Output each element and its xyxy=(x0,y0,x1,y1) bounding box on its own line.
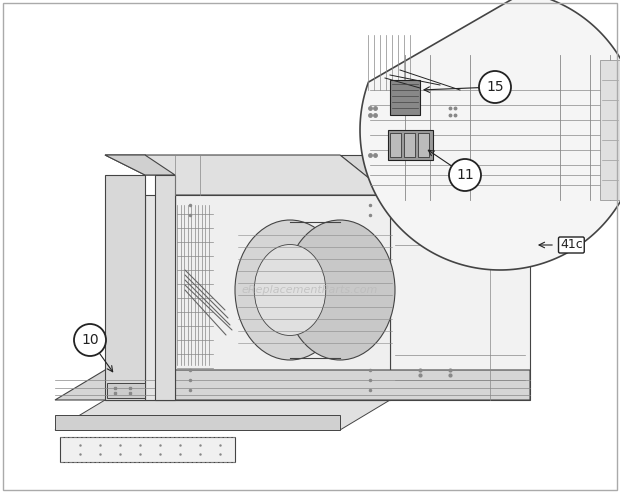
Ellipse shape xyxy=(285,220,395,360)
Polygon shape xyxy=(390,80,420,115)
Circle shape xyxy=(479,71,511,103)
Polygon shape xyxy=(105,175,145,400)
Circle shape xyxy=(449,159,481,191)
Polygon shape xyxy=(390,133,401,157)
Polygon shape xyxy=(105,155,175,175)
Polygon shape xyxy=(55,400,390,430)
Polygon shape xyxy=(55,370,530,400)
Text: eReplacementParts.com: eReplacementParts.com xyxy=(242,285,378,295)
Text: 15: 15 xyxy=(486,80,504,94)
Polygon shape xyxy=(175,195,390,400)
Polygon shape xyxy=(340,155,530,195)
Polygon shape xyxy=(60,437,235,462)
Text: 41c: 41c xyxy=(560,239,583,251)
Polygon shape xyxy=(145,195,175,400)
Polygon shape xyxy=(105,370,390,400)
Polygon shape xyxy=(404,133,415,157)
Polygon shape xyxy=(600,60,620,200)
Polygon shape xyxy=(360,0,620,270)
Text: 10: 10 xyxy=(81,333,99,347)
Polygon shape xyxy=(418,133,429,157)
Polygon shape xyxy=(145,155,390,195)
Polygon shape xyxy=(388,130,433,160)
Circle shape xyxy=(74,324,106,356)
Ellipse shape xyxy=(235,220,345,360)
Text: 11: 11 xyxy=(456,168,474,182)
Polygon shape xyxy=(155,175,175,400)
Polygon shape xyxy=(55,415,340,430)
Polygon shape xyxy=(105,155,175,175)
Ellipse shape xyxy=(254,245,326,336)
Polygon shape xyxy=(390,195,530,400)
Polygon shape xyxy=(107,383,145,398)
